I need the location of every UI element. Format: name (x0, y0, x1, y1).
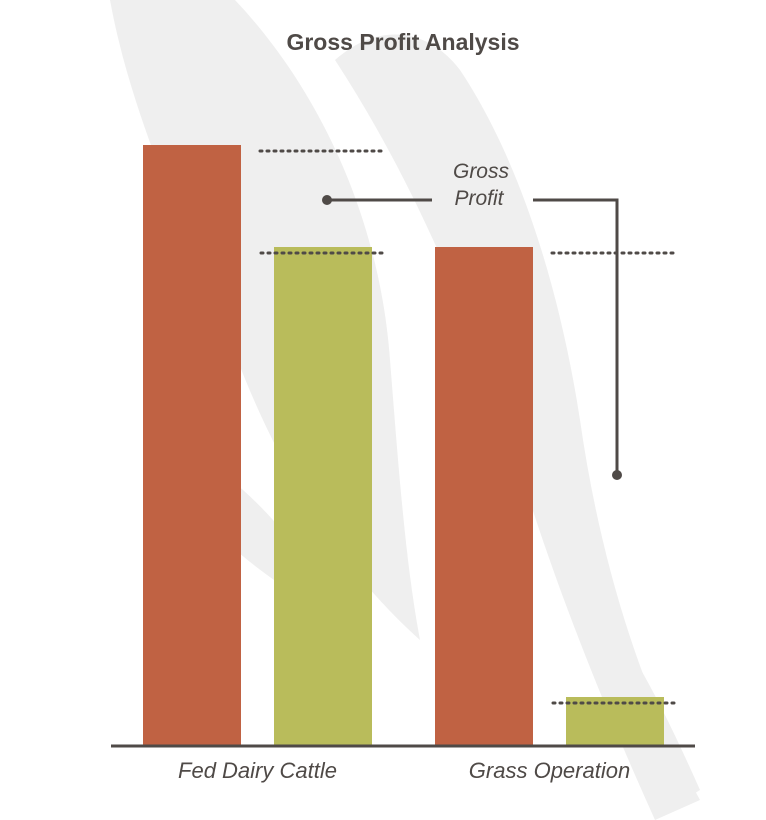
bars-group (143, 145, 664, 745)
annotation-dot-right (612, 470, 622, 480)
annotation-line-right (533, 198, 619, 475)
bar-fed-dairy-cattle-2 (274, 247, 372, 745)
value-markers-group (258, 149, 679, 705)
bar-grass-operation-1 (435, 247, 533, 745)
chart-title: Gross Profit Analysis (286, 29, 519, 55)
category-labels: Fed Dairy Cattle Grass Operation (178, 758, 630, 783)
leaf-shape-bottom (560, 560, 700, 805)
category-label-grass-operation: Grass Operation (469, 758, 630, 783)
category-label-fed-dairy-cattle: Fed Dairy Cattle (178, 758, 337, 783)
annotation-label-line-1: Gross (453, 160, 510, 183)
bar-fed-dairy-cattle-1 (143, 145, 241, 745)
bar-grass-operation-2 (566, 697, 664, 745)
annotation-label-line-2: Profit (454, 187, 504, 210)
gross-profit-annotation: Gross Profit (322, 160, 622, 480)
